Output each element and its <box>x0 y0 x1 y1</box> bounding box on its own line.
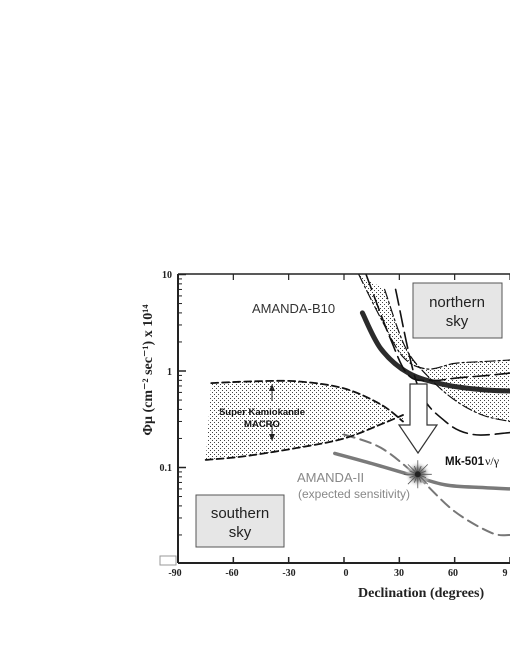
x-axis-title: Declination (degrees) <box>358 586 484 601</box>
y-tick-label: 0.1 <box>160 463 173 474</box>
amanda-b10-label: AMANDA-B10 <box>252 301 335 316</box>
sk-label-line1: Super Kamiokande <box>219 407 305 418</box>
shaded-region-0 <box>205 380 403 460</box>
x-tick-label: 9 <box>503 568 508 579</box>
x-tick-label: 60 <box>448 568 458 579</box>
x-tick-label: -90 <box>168 568 181 579</box>
series-line-2 <box>343 433 510 537</box>
x-tick-label: 30 <box>394 568 404 579</box>
southern-sky-label-line2: sky <box>229 524 252 541</box>
x-tick-label: -30 <box>282 568 295 579</box>
x-tick-label: 0 <box>344 568 349 579</box>
y-tick-label: 10 <box>162 270 172 281</box>
amanda-ii-label: AMANDA-II <box>297 470 364 485</box>
y-tick-label: 1 <box>167 367 172 378</box>
origin-box-marker <box>159 555 177 566</box>
southern-sky-box <box>195 494 285 548</box>
series-line-8 <box>394 288 510 436</box>
series-line-7 <box>365 274 510 382</box>
series-line-3 <box>210 379 404 423</box>
series-line-6 <box>384 288 510 423</box>
series-line-0-amanda-b10 <box>359 310 510 394</box>
shaded-region-1 <box>358 274 510 422</box>
y-axis-title: Φμ (cm⁻² sec⁻¹) x 10¹⁴ <box>141 304 156 436</box>
big-down-arrow <box>397 383 439 455</box>
sk-band-arrow <box>269 384 275 441</box>
sk-label-line2: MACRO <box>244 419 280 430</box>
mk501-nu-gamma-label: ν/γ <box>485 454 500 468</box>
mk501-label: Mk-501 <box>445 456 485 468</box>
northern-sky-label-line2: sky <box>446 313 469 330</box>
mk501-star-icon <box>403 460 432 489</box>
northern-sky-box <box>412 282 503 339</box>
amanda-ii-sensitivity-label: (expected sensitivity) <box>298 487 410 501</box>
series-line-4 <box>204 414 404 461</box>
series-line-5 <box>358 274 510 370</box>
x-tick-label: -60 <box>225 568 238 579</box>
northern-sky-label-line1: northern <box>429 294 485 311</box>
southern-sky-label-line1: southern <box>211 505 269 522</box>
